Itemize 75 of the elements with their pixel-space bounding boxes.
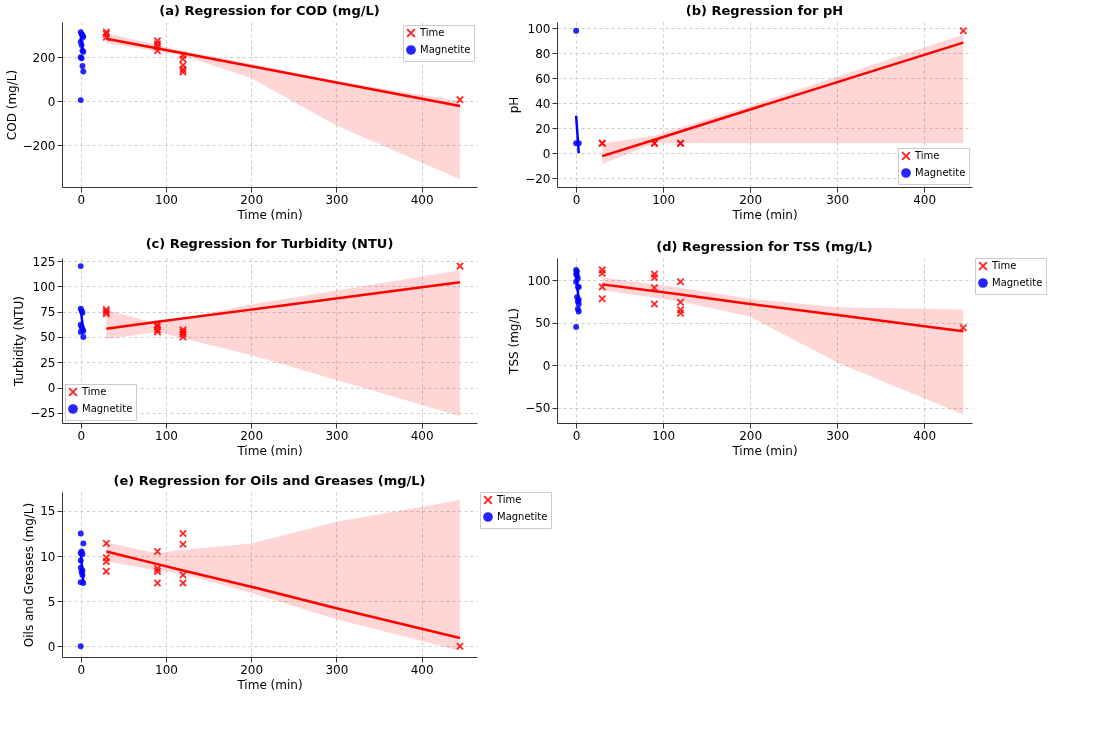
y-tick-label: −20 [525, 171, 551, 186]
y-tick-label: 10 [40, 549, 56, 564]
legend-label: Time [81, 386, 107, 397]
x-tick-label: 400 [410, 192, 434, 207]
legend-label: Time [914, 150, 940, 161]
x-tick-label: 300 [325, 192, 349, 207]
y-tick-label: 75 [40, 305, 56, 320]
x-tick-label: 200 [739, 428, 763, 443]
x-tick-label: 0 [572, 192, 581, 207]
y-axis-title: COD (mg/L) [4, 69, 19, 141]
y-tick-label: 200 [32, 50, 56, 65]
x-tick-label: 300 [325, 662, 349, 677]
y-tick-label: 100 [527, 21, 551, 36]
x-tick-label: 100 [155, 662, 178, 677]
chart-title: (e) Regression for Oils and Greases (mg/L) [113, 472, 426, 488]
y-tick-label: −200 [22, 138, 56, 153]
y-tick-label: 80 [535, 46, 551, 61]
y-tick-label: −50 [525, 401, 551, 416]
x-tick-label: 200 [240, 428, 264, 443]
legend-label: Magnetite [82, 403, 133, 414]
chart-title: (a) Regression for COD (mg/L) [159, 3, 380, 18]
y-tick-label: 0 [47, 381, 56, 396]
x-tick-label: 100 [155, 192, 178, 207]
y-axis-title: pH [507, 96, 522, 114]
y-tick-label: 100 [527, 273, 551, 288]
x-tick-label: 400 [913, 428, 937, 443]
legend-label: Magnetite [420, 44, 471, 55]
y-tick-label: 25 [40, 355, 56, 370]
y-tick-label: 15 [40, 504, 56, 519]
legend-label: Magnetite [992, 277, 1043, 288]
x-tick-label: 100 [155, 428, 178, 443]
chart-title: (b) Regression for pH [685, 3, 844, 18]
legend-label: Magnetite [915, 167, 966, 178]
x-tick-label: 300 [826, 192, 850, 207]
y-tick-label: 50 [535, 316, 551, 331]
x-tick-label: 300 [325, 428, 349, 443]
legend-label: Magnetite [497, 511, 548, 522]
y-tick-label: 50 [40, 330, 56, 345]
x-tick-label: 400 [410, 428, 434, 443]
x-axis-title: Time (min) [731, 443, 798, 458]
y-tick-label: 0 [542, 146, 551, 161]
y-axis-title: Oils and Greases (mg/L) [22, 502, 37, 648]
x-tick-label: 100 [652, 428, 676, 443]
x-tick-label: 0 [572, 428, 581, 443]
x-axis-title: Time (min) [236, 207, 303, 222]
x-axis-title: Time (min) [731, 207, 798, 222]
y-tick-label: 125 [32, 254, 56, 269]
y-tick-label: 60 [535, 71, 551, 86]
y-tick-label: 0 [542, 358, 551, 373]
legend-label: Time [991, 260, 1017, 271]
y-axis-title: Turbidity (NTU) [12, 295, 27, 388]
y-tick-label: 5 [47, 594, 56, 609]
y-tick-label: 0 [47, 639, 56, 654]
chart-title: (d) Regression for TSS (mg/L) [656, 238, 873, 254]
x-tick-label: 0 [77, 428, 86, 443]
x-tick-label: 200 [739, 192, 763, 207]
y-tick-label: 20 [535, 121, 551, 136]
x-tick-label: 400 [410, 662, 434, 677]
x-tick-label: 100 [652, 192, 676, 207]
legend-label: Time [496, 494, 522, 505]
chart-title: (c) Regression for Turbidity (NTU) [145, 236, 394, 252]
y-tick-label: −25 [30, 406, 56, 421]
y-tick-label: 40 [535, 96, 551, 111]
y-tick-label: 0 [47, 94, 56, 109]
x-tick-label: 300 [826, 428, 850, 443]
y-axis-title: TSS (mg/L) [507, 308, 522, 375]
y-tick-label: 100 [32, 279, 56, 294]
legend-label: Time [419, 27, 445, 38]
x-tick-label: 200 [240, 662, 264, 677]
x-axis-title: Time (min) [236, 677, 303, 692]
x-axis-title: Time (min) [236, 443, 303, 458]
x-tick-label: 400 [913, 192, 937, 207]
x-tick-label: 200 [240, 192, 264, 207]
x-tick-label: 0 [77, 662, 86, 677]
x-tick-label: 0 [77, 192, 86, 207]
